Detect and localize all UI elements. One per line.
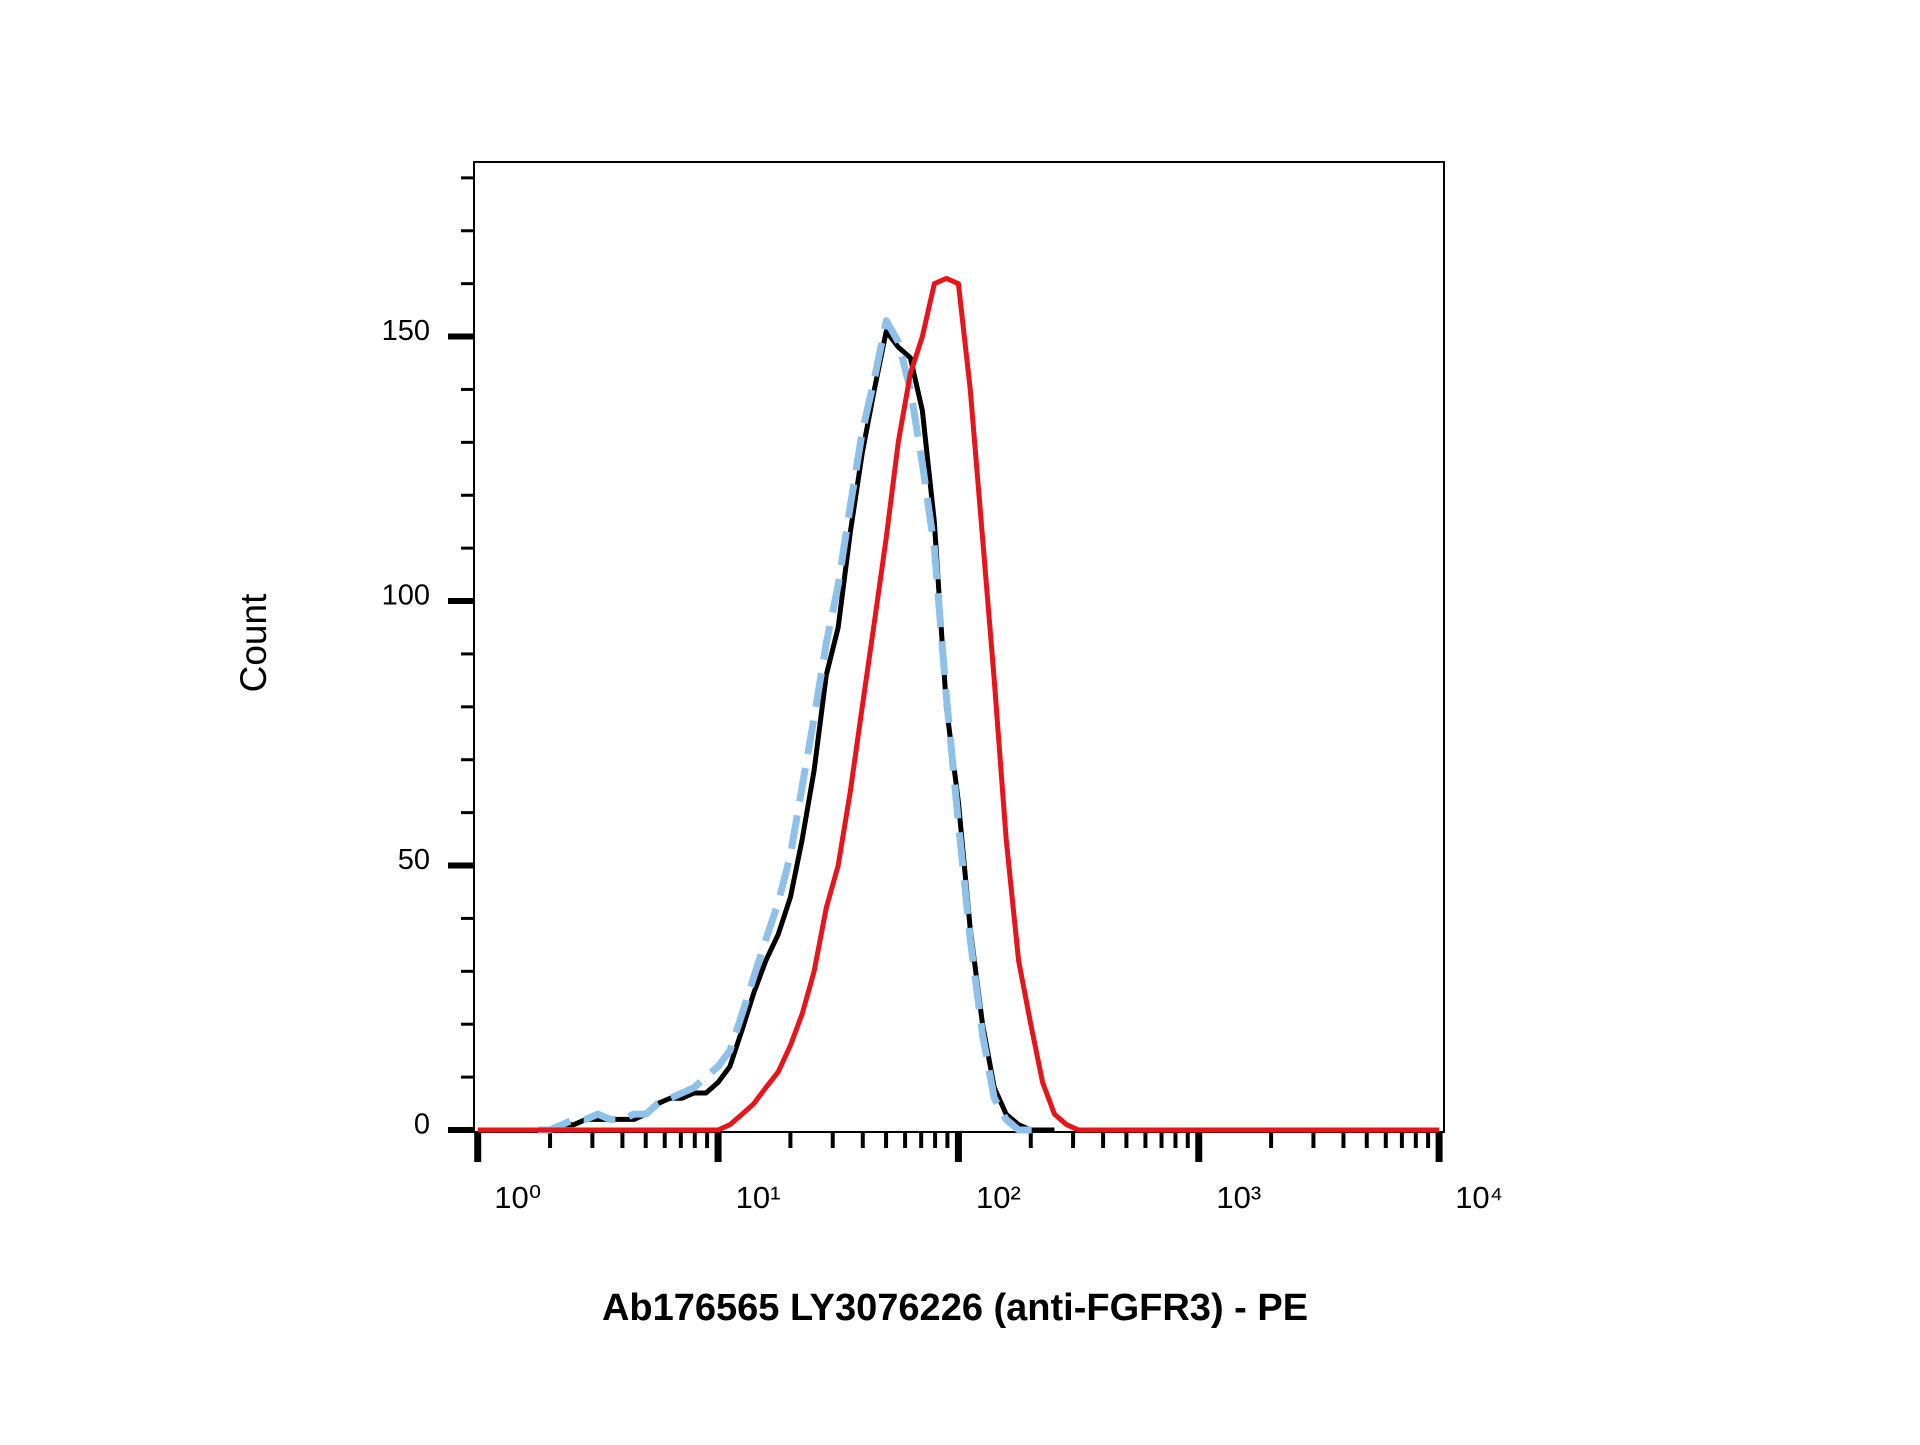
y-tick-label: 50 <box>398 844 430 876</box>
x-tick-label: 10⁴ <box>1455 1180 1503 1215</box>
x-tick-label: 10⁰ <box>494 1180 541 1215</box>
x-tick-label: 10² <box>976 1180 1021 1215</box>
y-axis-label: Count <box>233 593 274 692</box>
x-tick-label: 10¹ <box>736 1180 781 1215</box>
y-tick-label: 0 <box>414 1109 430 1141</box>
y-tick-label: 100 <box>382 580 430 612</box>
y-tick-label: 150 <box>382 315 430 347</box>
x-tick-label: 10³ <box>1216 1180 1261 1215</box>
histogram-line <box>537 317 1043 1134</box>
x-axis-label: Ab176565 LY3076226 (anti-FGFR3) - PE <box>602 1287 1308 1329</box>
histogram-line <box>477 275 1440 1133</box>
